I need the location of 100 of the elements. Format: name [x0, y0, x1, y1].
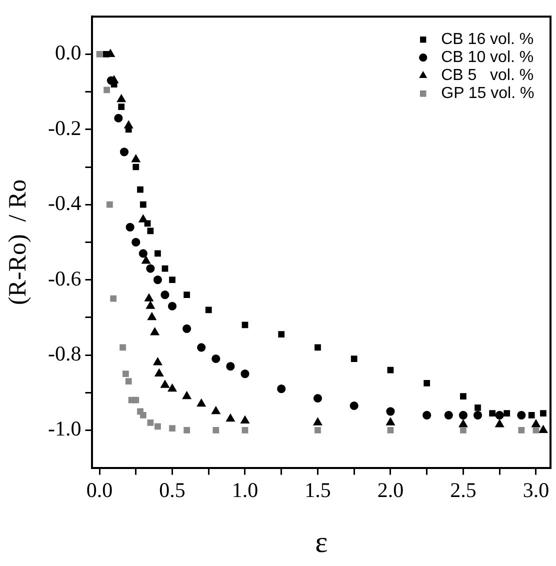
- point: [110, 295, 117, 302]
- point: [474, 404, 481, 411]
- point: [387, 427, 394, 434]
- y-tick-label: -0.6: [48, 266, 82, 290]
- point: [154, 423, 161, 430]
- point: [532, 420, 540, 428]
- point: [196, 398, 206, 407]
- point: [150, 327, 160, 336]
- point: [182, 391, 192, 400]
- point: [140, 412, 146, 418]
- point: [126, 222, 134, 232]
- point: [460, 427, 466, 434]
- x-axis-title: ε: [315, 526, 328, 559]
- point: [120, 148, 129, 156]
- point: [460, 393, 466, 400]
- point: [212, 354, 220, 364]
- point: [153, 358, 162, 366]
- point: [137, 186, 144, 193]
- x-tick-label: 0.0: [86, 478, 113, 502]
- y-tick-label: -0.4: [48, 191, 82, 216]
- point: [154, 368, 164, 377]
- point: [147, 419, 154, 426]
- point: [132, 396, 140, 404]
- point: [350, 356, 358, 362]
- point: [96, 51, 103, 58]
- point: [116, 94, 126, 102]
- point: [153, 276, 162, 284]
- point: [118, 104, 125, 110]
- point: [314, 427, 321, 434]
- legend-label: CB 16 vol. %: [441, 31, 534, 48]
- point: [212, 406, 220, 414]
- point: [242, 322, 248, 328]
- point: [168, 384, 177, 392]
- point: [142, 256, 150, 264]
- point: [517, 410, 526, 420]
- point: [540, 410, 546, 416]
- point: [140, 201, 146, 208]
- point: [138, 249, 148, 258]
- point: [422, 410, 432, 420]
- y-tick-label: 0.0: [54, 40, 82, 65]
- x-tick-label: 1.0: [232, 478, 258, 502]
- x-tick-label: 0.5: [159, 478, 186, 502]
- point: [314, 344, 321, 351]
- point: [444, 410, 453, 420]
- point: [205, 306, 212, 314]
- point: [182, 324, 192, 333]
- point: [124, 120, 134, 128]
- point: [132, 238, 140, 246]
- x-tick-label: 1.5: [304, 478, 331, 502]
- point: [138, 214, 148, 222]
- point: [226, 362, 235, 371]
- legend-label: CB 10 vol. %: [441, 49, 534, 66]
- point: [162, 265, 168, 272]
- point: [495, 410, 504, 420]
- point: [146, 264, 155, 273]
- point: [489, 410, 496, 416]
- point: [226, 414, 235, 422]
- point: [538, 425, 548, 433]
- x-tick-label: 3.0: [522, 478, 550, 502]
- point: [120, 344, 126, 351]
- point: [386, 418, 395, 426]
- point: [277, 384, 286, 394]
- point: [132, 164, 140, 170]
- point: [386, 407, 395, 416]
- x-tick-label: 2.0: [377, 478, 404, 502]
- point: [387, 366, 394, 374]
- point: [104, 86, 110, 94]
- x-tick-label: 2.5: [450, 478, 476, 502]
- point: [458, 410, 468, 420]
- point: [154, 250, 161, 257]
- legend-label: CB 5 vol. %: [441, 67, 534, 84]
- point: [240, 416, 250, 424]
- point: [504, 410, 510, 416]
- point: [528, 412, 535, 418]
- point: [169, 276, 176, 283]
- point: [313, 394, 322, 403]
- point: [160, 380, 170, 388]
- point: [169, 425, 176, 432]
- point: [184, 427, 190, 434]
- point: [106, 201, 113, 208]
- point: [532, 427, 540, 434]
- point: [240, 370, 250, 378]
- point: [197, 343, 206, 352]
- point: [131, 154, 140, 162]
- point: [114, 114, 123, 122]
- y-tick-label: -0.2: [48, 116, 82, 140]
- point: [350, 401, 358, 410]
- point: [184, 292, 190, 298]
- point: [168, 302, 177, 310]
- point: [147, 312, 156, 320]
- point: [313, 418, 322, 426]
- point: [458, 420, 468, 428]
- legend-label: GP 15 vol. %: [441, 85, 534, 102]
- point: [212, 427, 220, 434]
- point: [125, 378, 132, 385]
- point: [495, 420, 504, 428]
- y-axis-title: (R-Ro) / Ro: [4, 179, 32, 306]
- point: [160, 290, 170, 300]
- y-tick-label: -0.8: [48, 342, 82, 366]
- point: [278, 331, 285, 338]
